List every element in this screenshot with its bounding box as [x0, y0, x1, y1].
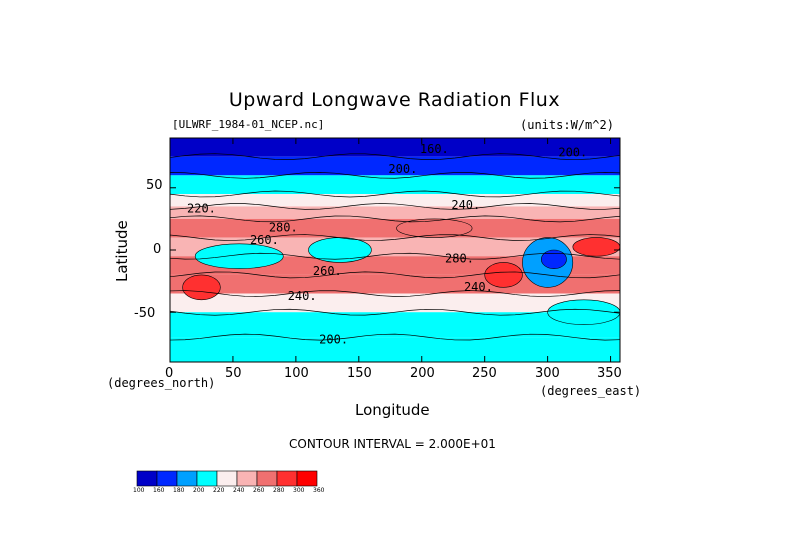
- x-tick-label: 50: [225, 366, 242, 381]
- colorbar-label: 300: [293, 487, 305, 494]
- flux-anomaly: [484, 262, 523, 288]
- colorbar-swatch: [216, 470, 238, 487]
- flux-band: [170, 156, 620, 176]
- contour-label: 240.: [288, 289, 317, 303]
- colorbar-swatch: [196, 470, 218, 487]
- x-tick-label: 150: [347, 366, 372, 381]
- flux-anomaly: [396, 218, 473, 238]
- y-unit-label: (degrees_north): [107, 376, 216, 390]
- flux-band: [170, 312, 620, 338]
- contour-label: 240.: [464, 280, 493, 294]
- x-tick-label: 100: [284, 366, 309, 381]
- colorbar-label: 220: [213, 487, 225, 494]
- y-tick-label: 0: [153, 242, 162, 257]
- flux-band: [170, 194, 620, 207]
- colorbar-swatch: [256, 470, 278, 487]
- x-tick-label: 300: [535, 366, 560, 381]
- contour-line: [169, 234, 621, 241]
- flux-band: [170, 206, 620, 219]
- x-tick-label: 250: [472, 366, 497, 381]
- colorbar-label: 160: [153, 487, 165, 494]
- contour-line: [169, 271, 621, 279]
- colorbar-swatch: [236, 470, 258, 487]
- contour-line: [169, 333, 621, 341]
- flux-band: [170, 218, 620, 238]
- contour-line: [169, 190, 621, 198]
- flux-anomaly: [572, 237, 621, 257]
- contour-line: [169, 215, 621, 223]
- file-label: [ULWRF_1984-01_NCEP.nc]: [172, 118, 325, 131]
- flux-band: [170, 293, 620, 313]
- colorbar-label: 360: [313, 487, 325, 494]
- contour-line: [169, 290, 621, 297]
- x-tick-label: 200: [410, 366, 435, 381]
- contour-label: 200.: [319, 332, 348, 346]
- contour-label: 240.: [451, 198, 480, 212]
- y-axis-label: Latitude: [113, 220, 131, 282]
- x-axis-label: Longitude: [355, 401, 430, 419]
- colorbar-swatch: [156, 470, 178, 487]
- x-tick-label: 350: [597, 366, 622, 381]
- flux-band: [170, 237, 620, 257]
- contour-label: 280.: [269, 220, 298, 234]
- colorbar-label: 240: [233, 487, 245, 494]
- contour-label: 260.: [313, 264, 342, 278]
- contour-label: 160.: [420, 142, 449, 156]
- y-tick-label: -50: [134, 306, 156, 321]
- contour-label: 220.: [187, 202, 216, 216]
- colorbar-swatch: [276, 470, 298, 487]
- contour-label: 200.: [558, 146, 587, 160]
- colorbar-swatch: [136, 470, 158, 487]
- contour-label: 280.: [445, 251, 474, 265]
- contour-line: [169, 252, 621, 260]
- x-tick-label: 0: [165, 366, 174, 381]
- contour-label: 260.: [250, 233, 279, 247]
- colorbar-swatch: [296, 470, 318, 487]
- contour-interval-label: CONTOUR INTERVAL = 2.000E+01: [289, 437, 496, 451]
- chart-title: Upward Longwave Radiation Flux: [228, 89, 561, 111]
- flux-band: [170, 175, 620, 194]
- flux-anomaly: [541, 249, 567, 269]
- contour-line: [169, 308, 621, 316]
- flux-anomaly: [182, 274, 221, 301]
- x-unit-label: (degrees_east): [540, 384, 642, 398]
- flux-band: [170, 138, 620, 157]
- contour-line: [169, 203, 621, 210]
- colorbar-swatch: [176, 470, 198, 487]
- colorbar-label: 180: [173, 487, 185, 494]
- colorbar-label: 200: [193, 487, 205, 494]
- contour-label: 200.: [388, 162, 417, 176]
- contour-line: [169, 153, 621, 161]
- contour-line: [169, 171, 621, 179]
- y-tick-label: 50: [146, 178, 163, 193]
- flux-anomaly: [194, 243, 284, 269]
- colorbar-label: 280: [273, 487, 285, 494]
- colorbar-label: 100: [133, 487, 145, 494]
- flux-band: [170, 337, 620, 362]
- units-label: (units:W/m^2): [520, 118, 614, 132]
- colorbar-label: 260: [253, 487, 265, 494]
